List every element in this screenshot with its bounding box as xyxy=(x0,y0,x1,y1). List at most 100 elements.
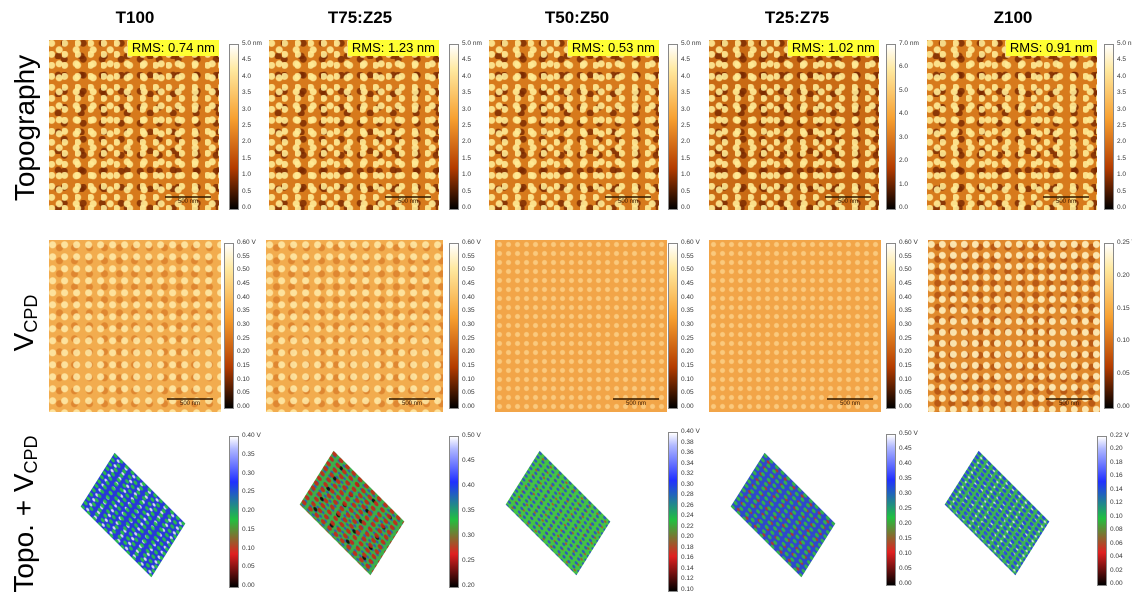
colorbar-tick-label: 0.05 xyxy=(681,389,694,397)
colorbar-tick-label: 0.16 xyxy=(681,554,694,562)
row-label-topography: Topography xyxy=(9,54,40,202)
colorbar-tick-label: 4.0 xyxy=(681,72,691,80)
colorbar-tick-label: 4.0 xyxy=(462,72,472,80)
colorbar-tick-label: 0.55 xyxy=(462,252,475,260)
colorbar-tick-label: 0.14 xyxy=(1110,485,1123,493)
surface-3d-t100 xyxy=(58,440,208,590)
colorbar-tick-label: 0.20 xyxy=(237,348,250,356)
row-label-vcpd: VCPD xyxy=(8,294,41,352)
topography-image-t25z75: RMS: 1.02 nm 500 nm xyxy=(709,40,879,210)
colorbar-tick-label: 7.0 nm xyxy=(899,40,919,47)
colorbar-tick-label: 0.20 xyxy=(681,348,694,356)
scale-bar: 500 nm xyxy=(613,398,659,407)
topography-image-t100: RMS: 0.74 nm 500 nm xyxy=(49,40,219,210)
colorbar-tick-label: 1.0 xyxy=(242,171,252,179)
scale-bar: 500 nm xyxy=(165,196,211,205)
colorbar-tick-label: 0.18 xyxy=(681,543,694,551)
colorbar-tick-label: 0.05 xyxy=(899,565,912,572)
row-label-topo-vcpd: Topo. + VCPD xyxy=(8,435,41,593)
colorbar-tick-label: 0.30 xyxy=(237,321,250,328)
colorbar-tick-label: 4.5 xyxy=(681,56,691,64)
colorbar-tick-label: 0.10 xyxy=(899,375,912,383)
rms-badge: RMS: 1.02 nm xyxy=(787,40,879,56)
colorbar-tick-label: 0.40 V xyxy=(681,428,700,435)
topography-colorbar xyxy=(886,44,896,210)
colorbar-tick-label: 1.5 xyxy=(242,154,252,162)
vcpd-image-z100: 500 nm xyxy=(928,240,1100,412)
colorbar-tick-label: 3.0 xyxy=(242,105,252,113)
colorbar-tick-label: 0.40 xyxy=(237,293,250,301)
colorbar-tick-label: 1.5 xyxy=(681,154,691,162)
surface-3d-t75z25 xyxy=(277,438,427,588)
colorbar-tick-label: 0.28 xyxy=(681,491,694,499)
colorbar-tick-label: 0.45 xyxy=(899,280,912,287)
colorbar-tick-label: 0.40 xyxy=(899,293,912,301)
colorbar-tick-label: 3.0 xyxy=(1117,105,1127,113)
colorbar-tick-label: 0.50 xyxy=(899,266,912,274)
colorbar-tick-label: 0.35 xyxy=(242,450,255,458)
colorbar-tick-label: 0.20 xyxy=(462,348,475,356)
colorbar-tick-label: 0.22 V xyxy=(1110,432,1129,439)
column-title-t25z75: T25:Z75 xyxy=(764,8,830,27)
colorbar-tick-label: 0.40 V xyxy=(242,432,261,439)
colorbar-tick-label: 0.35 xyxy=(681,307,694,315)
colorbar-tick-label: 0.06 xyxy=(1110,539,1123,547)
scale-bar: 500 nm xyxy=(1043,196,1089,205)
colorbar-tick-label: 0.25 xyxy=(242,488,255,496)
colorbar-tick-label: 5.0 nm xyxy=(681,40,701,47)
rms-badge: RMS: 1.23 nm xyxy=(347,40,439,56)
scale-bar: 500 nm xyxy=(385,196,431,205)
colorbar-tick-label: 0.50 V xyxy=(462,432,481,439)
colorbar-tick-label: 3.5 xyxy=(681,89,691,97)
scale-bar: 500 nm xyxy=(825,196,871,205)
surface-colorbar xyxy=(229,436,239,588)
colorbar-tick-label: 0.35 xyxy=(899,475,912,482)
colorbar-tick-label: 6.0 xyxy=(899,63,909,71)
colorbar-tick-label: 0.45 xyxy=(899,445,912,452)
scale-bar: 500 nm xyxy=(1046,398,1092,407)
colorbar-tick-label: 0.25 xyxy=(462,334,475,342)
colorbar-tick-label: 3.5 xyxy=(462,89,472,97)
colorbar-tick-label: 2.0 xyxy=(681,138,691,146)
colorbar-tick-label: 0.12 xyxy=(681,575,694,583)
colorbar-tick-label: 0.50 xyxy=(462,266,475,274)
colorbar-tick-label: 0.16 xyxy=(1110,472,1123,480)
colorbar-tick-label: 0.5 xyxy=(681,187,691,195)
colorbar-tick-label: 0.35 xyxy=(462,307,475,315)
surface-colorbar xyxy=(886,434,896,586)
colorbar-tick-label: 0.20 xyxy=(899,520,912,527)
surface-3d-t50z50 xyxy=(483,438,633,588)
rms-badge: RMS: 0.91 nm xyxy=(1005,40,1097,56)
colorbar-tick-label: 0.30 xyxy=(681,321,694,328)
scale-bar: 500 nm xyxy=(167,398,213,407)
colorbar-tick-label: 0.25 xyxy=(237,334,250,342)
colorbar-tick-label: 0.00 xyxy=(242,582,255,589)
colorbar-tick-label: 0.00 xyxy=(462,403,475,410)
colorbar-tick-label: 0.20 xyxy=(899,348,912,356)
colorbar-tick-label: 5.0 nm xyxy=(1117,40,1132,47)
colorbar-tick-label: 0.12 xyxy=(1110,499,1123,507)
colorbar-tick-label: 4.5 xyxy=(1117,56,1127,64)
rms-badge: RMS: 0.74 nm xyxy=(127,40,219,56)
colorbar-tick-label: 0.55 xyxy=(237,252,250,260)
colorbar-tick-label: 1.5 xyxy=(1117,154,1127,162)
colorbar-tick-label: 5.0 nm xyxy=(242,40,262,47)
colorbar-tick-label: 2.5 xyxy=(462,122,472,129)
colorbar-tick-label: 0.35 xyxy=(899,307,912,315)
colorbar-tick-label: 0.45 xyxy=(237,280,250,287)
colorbar-tick-label: 0.40 xyxy=(462,482,475,489)
colorbar-tick-label: 0.15 xyxy=(462,362,475,369)
colorbar-tick-label: 0.20 xyxy=(681,533,694,541)
column-title-t100: T100 xyxy=(115,8,155,27)
colorbar-tick-label: 0.15 xyxy=(899,362,912,369)
scale-bar: 500 nm xyxy=(605,196,651,205)
colorbar-tick-label: 0.5 xyxy=(462,187,472,195)
surface-colorbar xyxy=(1097,436,1107,586)
colorbar-tick-label: 0.38 xyxy=(681,438,694,446)
colorbar-tick-label: 2.5 xyxy=(242,122,252,129)
colorbar-tick-label: 0.30 xyxy=(462,532,475,539)
scale-bar: 500 nm xyxy=(389,398,435,407)
colorbar-tick-label: 3.0 xyxy=(462,105,472,113)
topography-image-t50z50: RMS: 0.53 nm 500 nm xyxy=(489,40,659,210)
colorbar-tick-label: 0.5 xyxy=(1117,187,1127,195)
